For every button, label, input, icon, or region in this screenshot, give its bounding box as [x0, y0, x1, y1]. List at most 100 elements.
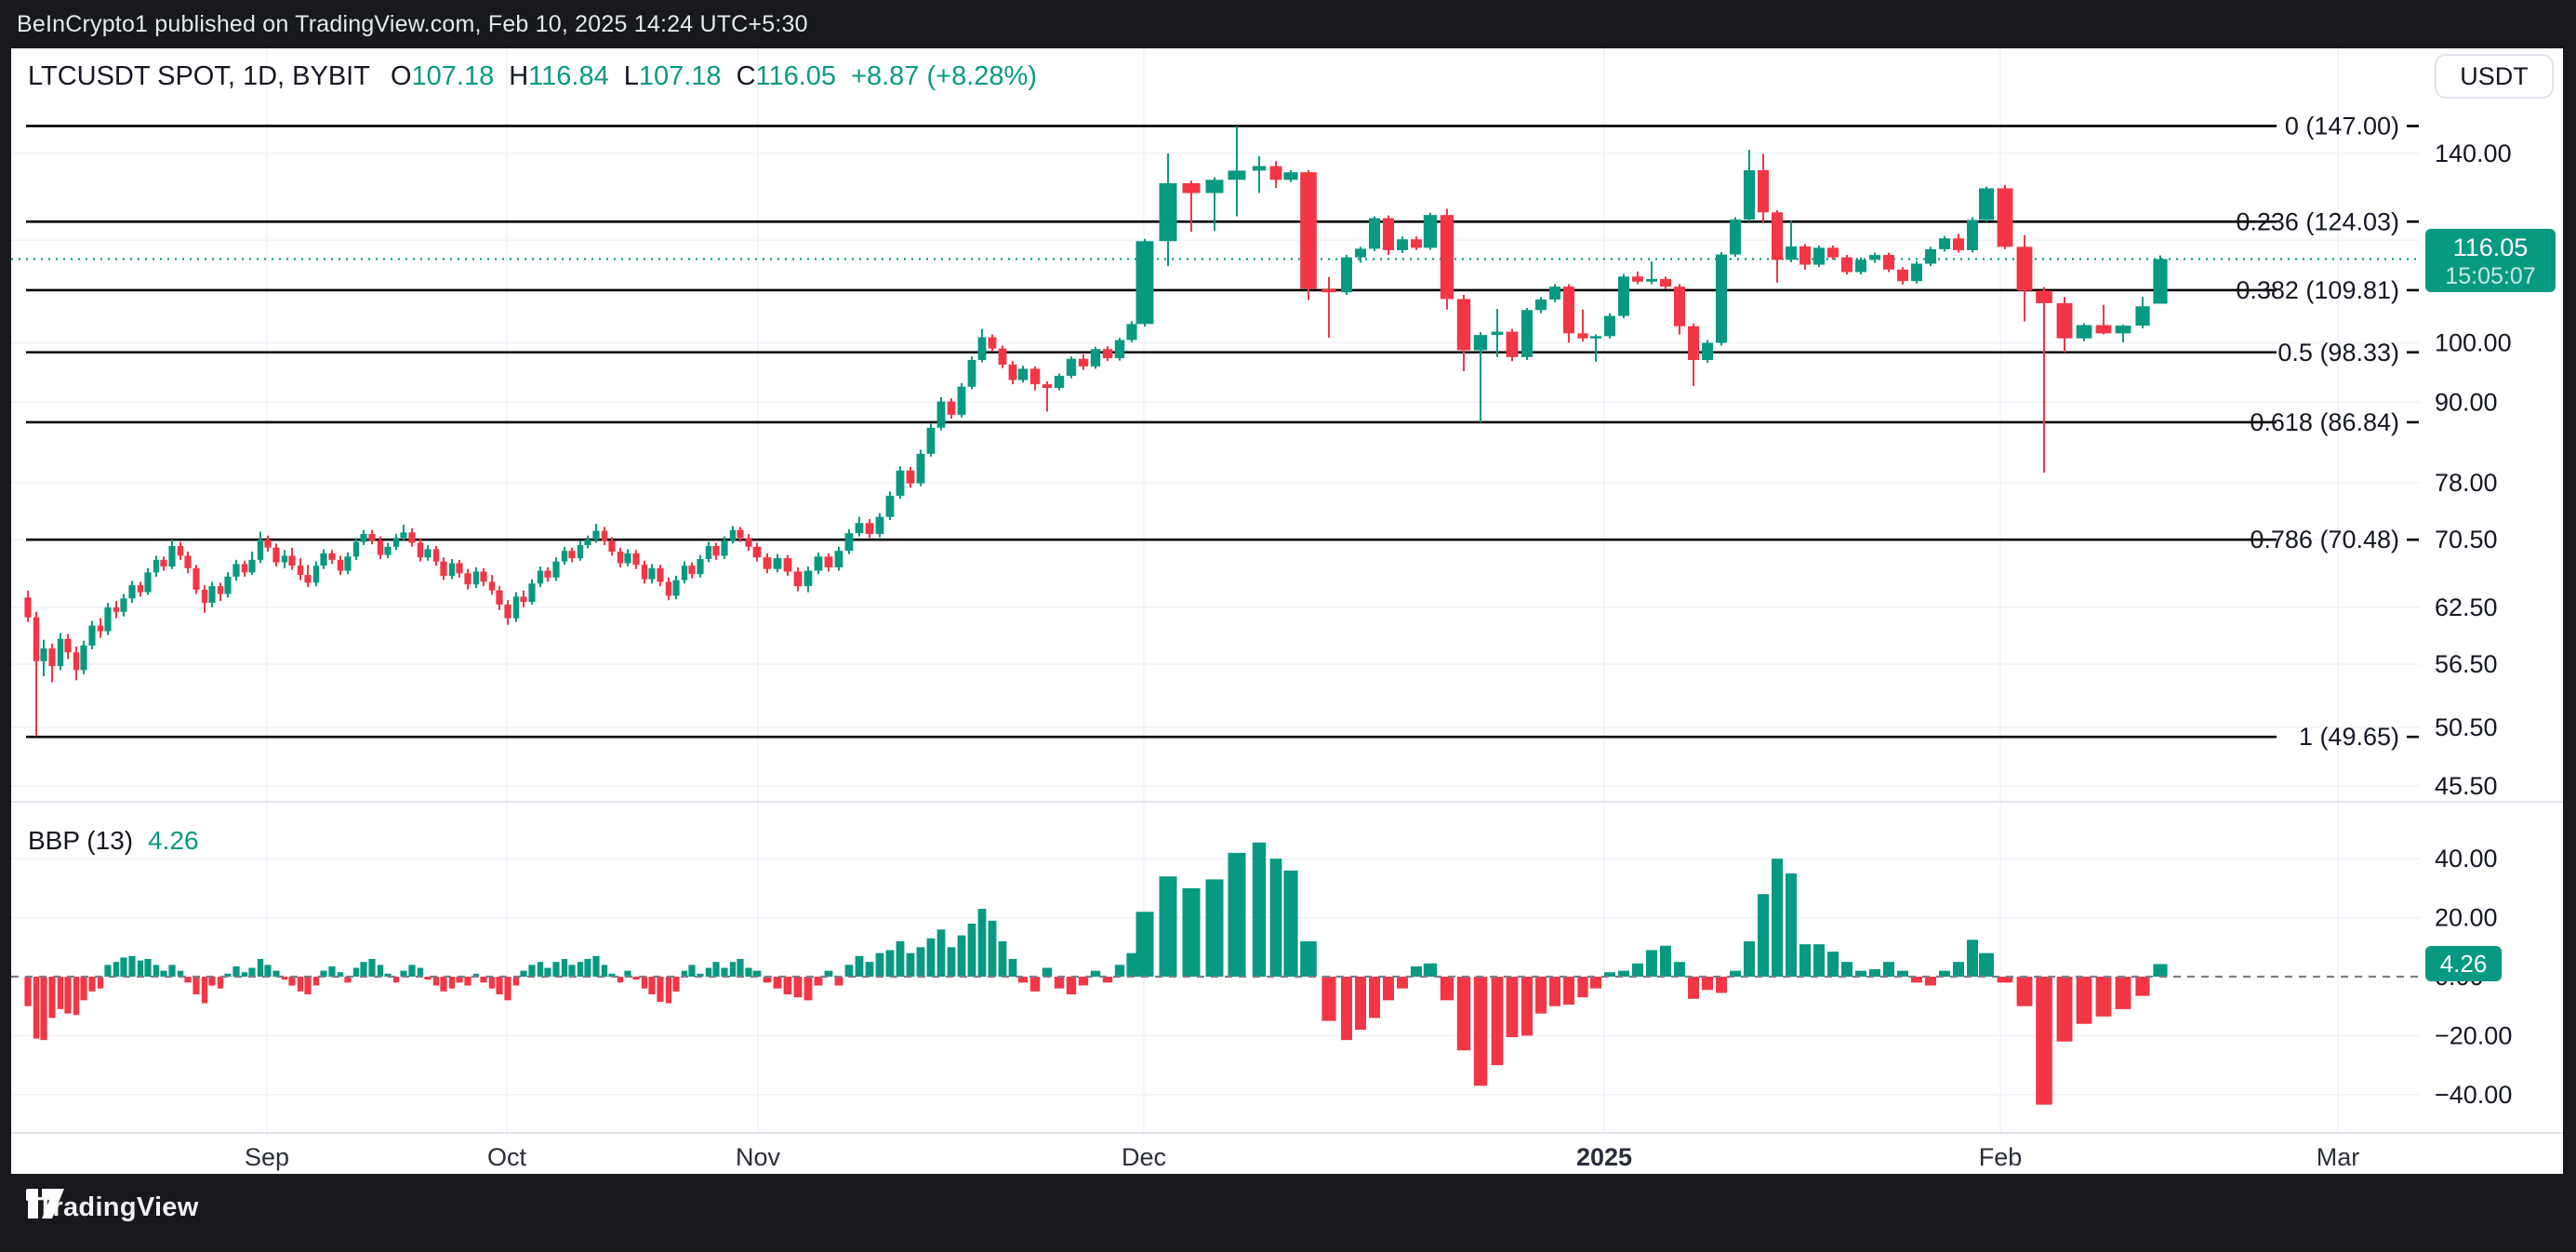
candle-body	[2056, 302, 2073, 339]
price-axis-label: 100.00	[2435, 329, 2512, 357]
bbp-bar	[1799, 944, 1811, 977]
candle-body	[241, 564, 248, 573]
bbp-bar	[1456, 977, 1471, 1051]
bbp-bar	[257, 958, 264, 977]
candle-body	[24, 597, 32, 618]
bbp-bar	[1953, 962, 1964, 977]
bbp-bar	[1925, 977, 1936, 986]
candle-body	[1252, 166, 1267, 171]
bbp-bar	[1252, 842, 1267, 977]
bbp-bar	[57, 977, 64, 1009]
pane-separators	[11, 801, 2563, 1134]
price-axis-label: 78.00	[2435, 469, 2498, 497]
candle-body	[153, 559, 160, 573]
price-axis-label: 56.50	[2435, 650, 2498, 678]
candle-body	[896, 470, 905, 497]
candle-body	[1577, 333, 1588, 339]
bbp-bar	[1182, 887, 1201, 977]
bbp-bar	[544, 967, 551, 977]
time-axis-label: Nov	[736, 1143, 781, 1171]
bbp-bar	[144, 958, 152, 977]
bbp-bar	[424, 977, 432, 980]
candle-body	[561, 551, 568, 562]
bbp-bar	[1702, 977, 1713, 991]
bbp-bar	[865, 962, 874, 977]
candle-body	[1017, 368, 1029, 380]
bbp-bar	[1632, 963, 1643, 977]
bbp-bar	[1618, 970, 1629, 977]
bbp-bar	[1535, 977, 1547, 1014]
time-axis-label: Feb	[1979, 1143, 2023, 1171]
candle-body	[705, 545, 712, 560]
candle-body	[641, 565, 648, 579]
bbp-bar	[320, 970, 327, 977]
bbp-bar	[1054, 977, 1065, 989]
bbp-bar	[1939, 970, 1950, 977]
bbp-bar	[1521, 977, 1533, 1036]
tradingview-logo-icon[interactable]	[26, 1187, 67, 1220]
publish-bar: BeInCrypto1 published on TradingView.com…	[0, 0, 2576, 48]
bbp-bar	[64, 977, 72, 1014]
candle-body	[232, 564, 240, 577]
bbp-bar	[1883, 962, 1894, 977]
candlesticks[interactable]	[24, 126, 2168, 737]
candle-body	[1411, 239, 1422, 248]
currency-toggle-button[interactable]: USDT	[2435, 54, 2554, 99]
candle-body	[1813, 247, 1825, 265]
bbp-bar	[384, 973, 392, 977]
bbp-bar	[729, 962, 737, 977]
bbp-bar	[120, 957, 127, 977]
bbp-bar	[248, 967, 256, 977]
candle-body	[1841, 257, 1852, 273]
bbp-bar	[688, 965, 696, 977]
tradingview-brand[interactable]: TradingView	[37, 1192, 199, 1222]
bbp-bar	[608, 973, 616, 977]
candle-body	[1772, 212, 1783, 260]
candle-body	[875, 516, 884, 535]
bbp-bar	[504, 977, 511, 1001]
indicator-value: 4.26	[148, 826, 199, 855]
candle-body	[1300, 172, 1317, 289]
symbol-name[interactable]: LTCUSDT SPOT, 1D, BYBIT	[28, 61, 370, 91]
candle-body	[201, 589, 208, 604]
bbp-bar	[97, 977, 104, 989]
bbp-bar	[1841, 962, 1852, 977]
candle-body	[1799, 246, 1811, 265]
bbp-bar	[281, 977, 288, 980]
candle-body	[1008, 365, 1017, 380]
bbp-bar	[1674, 962, 1685, 977]
indicator-title[interactable]: BBP (13)	[28, 826, 134, 855]
time-axis[interactable]: Sep Oct Nov Dec 2025 Feb Mar	[245, 1143, 2359, 1171]
candle-body	[712, 545, 720, 556]
candle-body	[752, 546, 762, 558]
bbp-bar	[2016, 977, 2033, 1006]
indicator-legend[interactable]: BBP (13) 4.26	[28, 826, 199, 856]
bbp-bar	[113, 962, 120, 977]
bbp-bar	[1869, 969, 1880, 977]
candle-body	[1646, 279, 1657, 282]
candle-body	[977, 337, 987, 360]
last-price: 116.05	[2452, 233, 2529, 261]
bbp-bar	[648, 977, 656, 995]
candle-body	[2135, 306, 2150, 326]
bbp-bar	[998, 940, 1007, 977]
chart-panel[interactable]	[11, 48, 2563, 1174]
candle-body	[113, 606, 120, 612]
bbp-bar	[2036, 977, 2052, 1105]
candle-body	[947, 401, 956, 415]
symbol-legend[interactable]: LTCUSDT SPOT, 1D, BYBIT O107.18 H116.84 L10…	[28, 61, 1037, 92]
candle-body	[1321, 288, 1336, 293]
candle-body	[1355, 248, 1366, 258]
fib-label: 1 (49.65)	[2299, 723, 2399, 751]
candle-body	[1563, 286, 1574, 334]
candle-body	[1869, 255, 1880, 260]
candle-body	[936, 401, 946, 428]
bbp-bar	[1604, 972, 1615, 977]
candle-body	[2076, 325, 2092, 339]
candle-body	[1590, 336, 1601, 339]
bbp-bar	[137, 960, 144, 977]
bbp-bar	[73, 977, 80, 1016]
candle-body	[193, 567, 200, 590]
candle-body	[763, 557, 772, 569]
